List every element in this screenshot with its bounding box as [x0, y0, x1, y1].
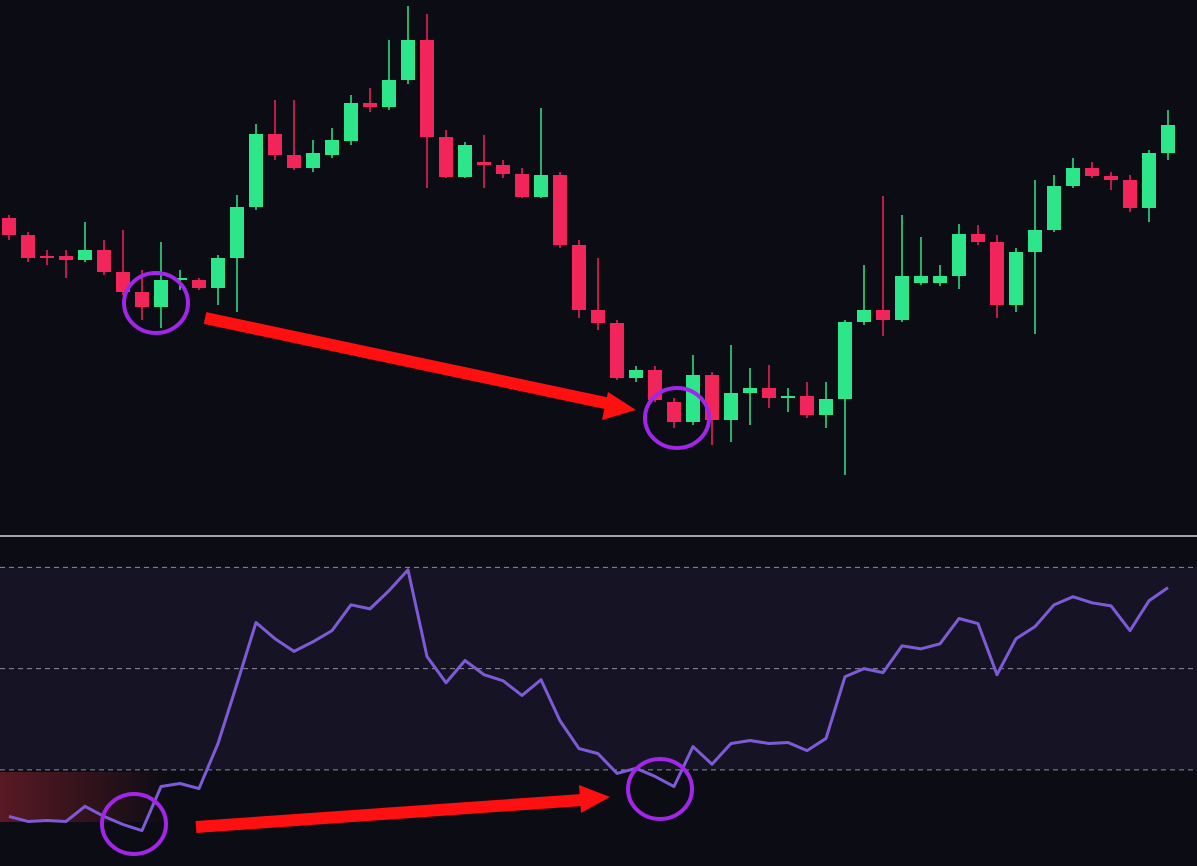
candle-body — [515, 174, 529, 197]
candle-body — [306, 153, 320, 168]
candle-body — [686, 375, 700, 422]
candle-body — [629, 370, 643, 378]
candle-body — [914, 276, 928, 283]
candle-body — [553, 175, 567, 245]
candle-body — [344, 103, 358, 141]
candle-body — [819, 399, 833, 415]
candle-body — [1161, 125, 1175, 153]
candle-body — [420, 40, 434, 137]
candle-body — [477, 162, 491, 165]
circle-annotation — [643, 386, 711, 450]
arrow-head — [602, 392, 636, 420]
candle-body — [78, 250, 92, 260]
candle-body — [192, 280, 206, 288]
candle-body — [952, 234, 966, 276]
candle-body — [21, 235, 35, 258]
candle-body — [1066, 168, 1080, 186]
candle-body — [1142, 153, 1156, 208]
candle-body — [1009, 252, 1023, 305]
candle-body — [971, 234, 985, 242]
candle-body — [838, 322, 852, 399]
candle-body — [724, 393, 738, 420]
candle-body — [401, 40, 415, 80]
candle-body — [990, 242, 1004, 305]
candle-body — [268, 134, 282, 155]
candle-body — [2, 218, 16, 235]
candle-body — [173, 278, 187, 280]
plot — [0, 6, 1197, 833]
candle-body — [154, 280, 168, 307]
candle-body — [439, 137, 453, 177]
candle-body — [591, 310, 605, 323]
candle-body — [1028, 230, 1042, 252]
candle-body — [249, 134, 263, 207]
arrow-line — [203, 312, 612, 410]
candle-body — [667, 402, 681, 422]
candle-body — [325, 140, 339, 155]
candle-body — [933, 276, 947, 283]
circle-annotation — [100, 792, 168, 856]
candle-body — [363, 103, 377, 107]
oversold-glow — [0, 772, 170, 822]
candle-body — [59, 256, 73, 260]
candle-body — [1104, 176, 1118, 180]
candle-body — [534, 175, 548, 197]
candle-body — [800, 396, 814, 415]
candle-body — [211, 258, 225, 288]
arrow-head — [579, 785, 610, 813]
circle-annotation — [626, 757, 694, 821]
rsi-line — [8, 568, 1169, 833]
candle-body — [135, 292, 149, 307]
candle-body — [230, 207, 244, 258]
candle-body — [1085, 168, 1099, 176]
candle-body — [895, 276, 909, 320]
candle-body — [40, 256, 54, 258]
circle-annotation — [122, 271, 190, 335]
candle-body — [610, 323, 624, 378]
candle-body — [876, 310, 890, 320]
candle-body — [1047, 186, 1061, 230]
candle-body — [458, 145, 472, 177]
candle-body — [857, 310, 871, 322]
candle-body — [743, 388, 757, 393]
candle-body — [1123, 180, 1137, 208]
candle-body — [496, 165, 510, 174]
candle-body — [287, 155, 301, 168]
candle-body — [762, 388, 776, 398]
candle-body — [382, 80, 396, 107]
annotations — [100, 271, 711, 856]
arrow-line — [195, 794, 583, 833]
candle-body — [572, 245, 586, 310]
candle-body — [97, 250, 111, 272]
candle-body — [781, 396, 795, 398]
